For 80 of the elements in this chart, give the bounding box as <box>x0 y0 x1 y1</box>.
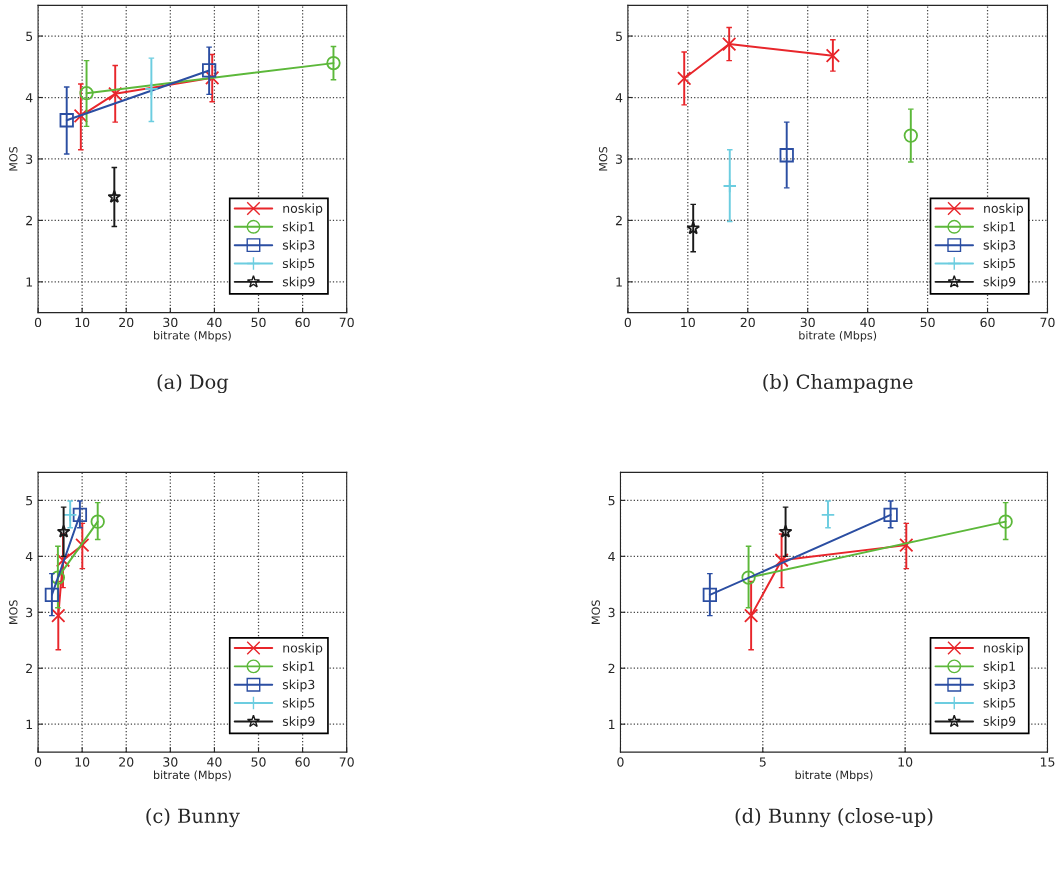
legend-label: skip3 <box>983 679 1016 692</box>
legend-label: skip1 <box>983 221 1015 234</box>
x-tick-label: 40 <box>860 317 875 328</box>
x-tick-label: 10 <box>75 317 90 328</box>
x-tick-label: 0 <box>624 317 631 328</box>
x-tick-label: 10 <box>681 317 695 328</box>
legend-label: skip3 <box>282 679 315 692</box>
legend-label: noskip <box>283 203 323 216</box>
y-tick-label: 1 <box>609 719 615 729</box>
legend-label: skip5 <box>983 697 1016 711</box>
x-tick-label: 60 <box>980 317 995 328</box>
text: (a) Dog <box>157 374 229 394</box>
x-tick-label: 50 <box>251 757 266 767</box>
legend-label: skip5 <box>282 697 315 711</box>
x-tick-label: 50 <box>251 317 266 328</box>
x-tick-label: 20 <box>119 317 134 328</box>
y-tick-label: 3 <box>616 154 622 164</box>
y-tick-label: 5 <box>616 31 622 41</box>
legend-label: skip9 <box>282 276 315 289</box>
y-tick-label: 4 <box>25 93 33 103</box>
legend-label: skip9 <box>983 716 1016 729</box>
x-tick-label: 60 <box>295 317 310 328</box>
legend-label: noskip <box>283 642 323 655</box>
y-tick-label: 1 <box>26 277 33 287</box>
x-axis-title: bitrate (Mbps) <box>154 330 231 342</box>
y-tick-label: 3 <box>26 154 33 164</box>
x-tick-label: 30 <box>163 757 178 767</box>
legend-label: skip5 <box>282 258 315 271</box>
y-axis-title: MOS <box>591 600 600 624</box>
x-tick-label: 70 <box>339 317 354 328</box>
x-tick-label: 50 <box>920 317 935 328</box>
x-tick-label: 60 <box>295 757 310 767</box>
y-axis-title: MOS <box>9 146 18 171</box>
legend-label: skip9 <box>983 276 1016 289</box>
y-tick-label: 2 <box>615 215 622 226</box>
x-tick-label: 5 <box>759 757 766 767</box>
x-tick-label: 0 <box>34 757 42 767</box>
y-tick-label: 1 <box>26 719 33 729</box>
legend-label: skip3 <box>282 240 315 253</box>
legend-label: skip9 <box>282 716 315 729</box>
x-tick-label: 0 <box>34 317 42 328</box>
y-tick-label: 2 <box>26 215 32 226</box>
legend-label: skip1 <box>983 661 1015 674</box>
x-tick-label: 40 <box>207 757 222 767</box>
y-tick-label: 3 <box>26 607 33 618</box>
legend-label: noskip <box>984 642 1024 655</box>
x-axis-title: bitrate (Mbps) <box>154 770 231 782</box>
y-tick-label: 5 <box>608 496 615 506</box>
y-tick-label: 4 <box>608 551 615 562</box>
legend-label: noskip <box>984 203 1024 216</box>
y-tick-label: 2 <box>608 663 615 673</box>
x-tick-label: 15 <box>1040 757 1055 767</box>
legend-label: skip3 <box>983 240 1016 253</box>
x-tick-label: 30 <box>800 317 815 328</box>
x-tick-label: 0 <box>617 757 624 767</box>
y-tick-label: 4 <box>25 551 33 562</box>
y-tick-label: 1 <box>616 277 622 287</box>
x-tick-label: 20 <box>740 317 755 328</box>
x-tick-label: 10 <box>898 757 913 767</box>
x-tick-label: 10 <box>75 757 90 767</box>
y-tick-label: 4 <box>615 93 623 103</box>
x-tick-label: 30 <box>163 317 178 328</box>
y-tick-label: 5 <box>26 31 33 41</box>
legend-label: skip5 <box>983 258 1016 271</box>
text: (d) Bunny (close-up) <box>735 808 933 828</box>
legend-label: skip1 <box>282 661 315 674</box>
x-tick-label: 20 <box>119 757 134 767</box>
y-tick-label: 2 <box>26 663 32 673</box>
x-axis-title: bitrate (Mbps) <box>795 770 873 782</box>
x-tick-label: 70 <box>339 757 354 767</box>
y-tick-label: 3 <box>608 607 615 618</box>
x-tick-label: 70 <box>1040 317 1055 328</box>
x-tick-label: 40 <box>207 317 222 328</box>
y-tick-label: 5 <box>26 496 33 506</box>
text: (b) Champagne <box>763 374 913 394</box>
y-axis-title: MOS <box>598 146 608 171</box>
legend-label: skip1 <box>282 221 315 234</box>
text: (c) Bunny <box>146 808 240 828</box>
y-axis-title: MOS <box>9 600 18 624</box>
x-axis-title: bitrate (Mbps) <box>799 330 877 342</box>
